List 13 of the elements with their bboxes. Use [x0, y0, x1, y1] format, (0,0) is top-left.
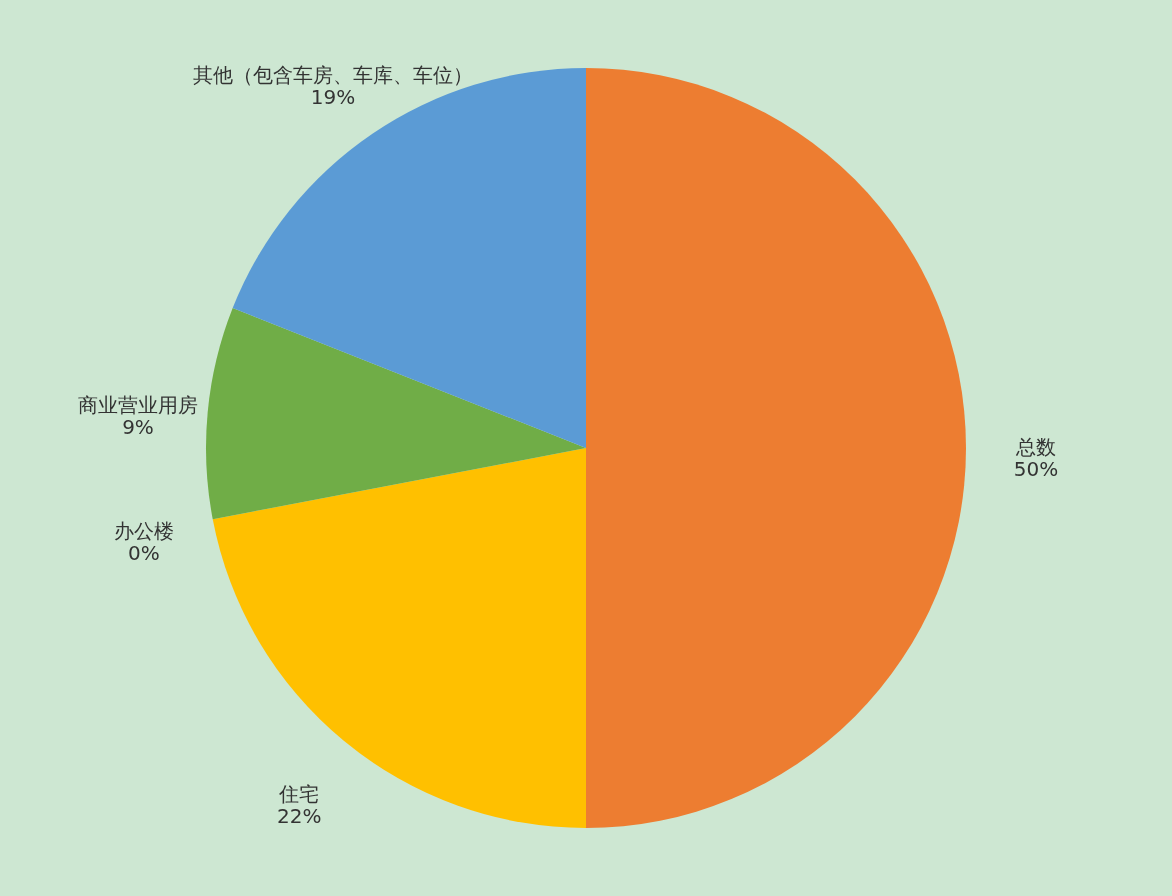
data-label: 19%: [310, 84, 356, 109]
pie-slice: [206, 308, 586, 520]
slice-label: 其他（包含车房、车库、车位）: [193, 62, 474, 87]
category-label: 办公楼: [113, 519, 174, 544]
data-label: 50%: [1013, 457, 1059, 481]
pie-slice: [586, 68, 966, 828]
slice-label: 商业营业用房: [78, 392, 198, 417]
data-label: 22%: [276, 803, 322, 828]
text: 0%: [128, 541, 160, 566]
slice-label: 总数: [1015, 435, 1056, 459]
pie-slice: [212, 448, 586, 828]
slice-label: 住宅: [278, 781, 320, 806]
data-label: 9%: [122, 414, 154, 439]
